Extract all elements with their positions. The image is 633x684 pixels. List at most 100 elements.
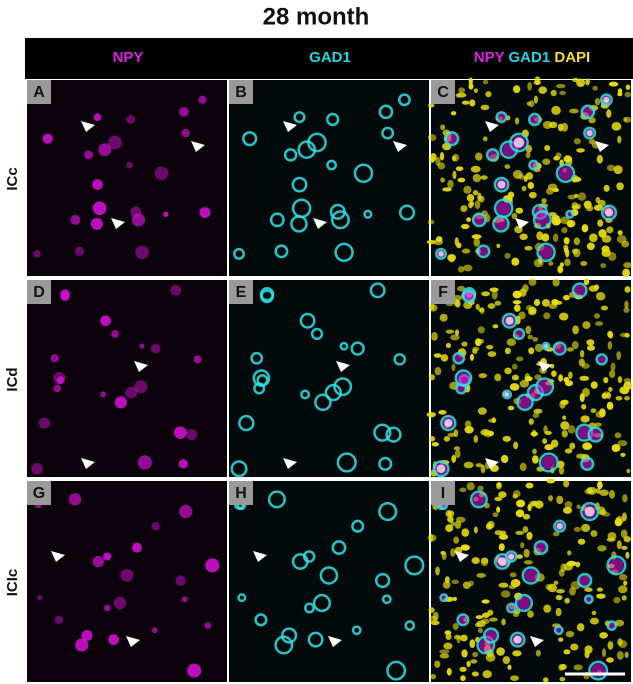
dapi-nucleus bbox=[511, 374, 519, 381]
dapi-nucleus bbox=[595, 487, 601, 494]
npy-cell bbox=[178, 459, 188, 469]
panel-letter: D bbox=[33, 284, 45, 301]
dapi-nucleus bbox=[461, 649, 468, 658]
dapi-nucleus bbox=[502, 656, 511, 664]
gad1-cell bbox=[291, 198, 312, 219]
dapi-nucleus bbox=[475, 303, 480, 310]
dapi-nucleus bbox=[610, 362, 616, 372]
dapi-nucleus bbox=[428, 103, 435, 108]
dapi-nucleus bbox=[453, 446, 461, 451]
dapi-nucleus bbox=[546, 478, 556, 484]
dapi-nucleus bbox=[519, 462, 527, 472]
npy-cell bbox=[108, 135, 122, 150]
dapi-nucleus bbox=[608, 386, 613, 392]
dapi-nucleus bbox=[434, 367, 442, 376]
overlap-cell bbox=[604, 208, 614, 217]
dapi-nucleus bbox=[571, 341, 579, 350]
gad1-cell bbox=[528, 159, 540, 171]
dapi-nucleus bbox=[430, 673, 437, 680]
dapi-nucleus bbox=[590, 381, 598, 389]
gad1-cell bbox=[471, 212, 487, 228]
dapi-nucleus bbox=[459, 666, 467, 672]
npy-cell bbox=[104, 604, 111, 612]
gad1-cell bbox=[331, 540, 347, 556]
dapi-nucleus bbox=[427, 134, 437, 141]
dapi-nucleus bbox=[585, 78, 590, 86]
dapi-nucleus bbox=[447, 515, 454, 523]
npy-cell bbox=[33, 250, 41, 258]
dapi-nucleus bbox=[456, 242, 462, 249]
overlap-cell bbox=[508, 553, 515, 560]
dapi-nucleus bbox=[582, 321, 591, 329]
dapi-nucleus bbox=[459, 487, 467, 493]
dapi-nucleus bbox=[611, 444, 619, 452]
dapi-nucleus bbox=[583, 278, 590, 286]
dapi-nucleus bbox=[472, 173, 482, 183]
dapi-nucleus bbox=[580, 261, 588, 266]
gad1-cell bbox=[386, 660, 407, 681]
gad1-cell bbox=[230, 460, 248, 478]
dapi-nucleus bbox=[548, 261, 554, 266]
gad1-cell bbox=[374, 572, 391, 589]
dapi-nucleus bbox=[447, 510, 455, 517]
panel-letter: G bbox=[33, 485, 45, 502]
dapi-nucleus bbox=[496, 482, 502, 487]
dapi-nucleus bbox=[624, 395, 630, 401]
gad1-cell bbox=[291, 176, 308, 193]
gad1-cell bbox=[274, 635, 294, 655]
arrowhead bbox=[328, 636, 342, 647]
npy-cell bbox=[585, 596, 592, 603]
dapi-nucleus bbox=[590, 530, 598, 537]
npy-cell bbox=[574, 285, 586, 296]
dapi-nucleus bbox=[530, 500, 538, 507]
dapi-nucleus bbox=[536, 231, 544, 241]
dapi-nucleus bbox=[442, 187, 452, 192]
dapi-nucleus bbox=[479, 338, 484, 344]
dapi-nucleus bbox=[473, 526, 478, 534]
dapi-nucleus bbox=[544, 145, 551, 151]
gad1-cell bbox=[532, 210, 552, 230]
dapi-nucleus bbox=[561, 227, 568, 234]
npy-cell bbox=[100, 391, 107, 398]
arrowhead bbox=[81, 121, 95, 132]
dapi-nucleus bbox=[525, 325, 532, 335]
npy-cell bbox=[186, 429, 198, 441]
gad1-cell bbox=[314, 393, 332, 412]
npy-cell bbox=[74, 246, 85, 256]
arrowhead bbox=[455, 551, 469, 562]
dapi-nucleus bbox=[507, 405, 515, 411]
dapi-nucleus bbox=[538, 86, 548, 94]
overlap-cell bbox=[556, 523, 563, 530]
dapi-nucleus bbox=[468, 83, 474, 90]
dapi-nucleus bbox=[522, 526, 529, 533]
dapi-nucleus bbox=[524, 245, 533, 251]
gad1-cell bbox=[293, 111, 306, 124]
gad1-cell bbox=[350, 341, 365, 356]
gad1-cell bbox=[606, 620, 618, 631]
panel: I bbox=[427, 478, 631, 683]
dapi-nucleus bbox=[564, 501, 573, 509]
npy-cell bbox=[103, 552, 112, 561]
dapi-nucleus bbox=[486, 344, 494, 350]
dapi-nucleus bbox=[477, 485, 484, 492]
gad1-cell bbox=[580, 456, 595, 471]
dapi-nucleus bbox=[569, 108, 579, 114]
dapi-nucleus bbox=[618, 574, 628, 581]
npy-cell bbox=[31, 462, 43, 475]
npy-cell bbox=[175, 575, 186, 586]
dapi-nucleus bbox=[516, 356, 524, 362]
npy-cell bbox=[464, 291, 474, 301]
dapi-nucleus bbox=[528, 347, 535, 355]
dapi-nucleus bbox=[561, 122, 569, 132]
panel-letter: F bbox=[438, 284, 448, 301]
dapi-nucleus bbox=[559, 312, 569, 321]
dapi-nucleus bbox=[492, 512, 499, 518]
dapi-nucleus bbox=[473, 435, 479, 443]
panel-letter-box bbox=[27, 481, 51, 505]
dapi-nucleus bbox=[494, 496, 503, 502]
gad1-cell bbox=[404, 555, 425, 576]
npy-cell bbox=[154, 166, 169, 181]
gad1-cell bbox=[506, 602, 517, 614]
row-label: ICc bbox=[4, 167, 21, 190]
dapi-nucleus bbox=[513, 441, 519, 450]
